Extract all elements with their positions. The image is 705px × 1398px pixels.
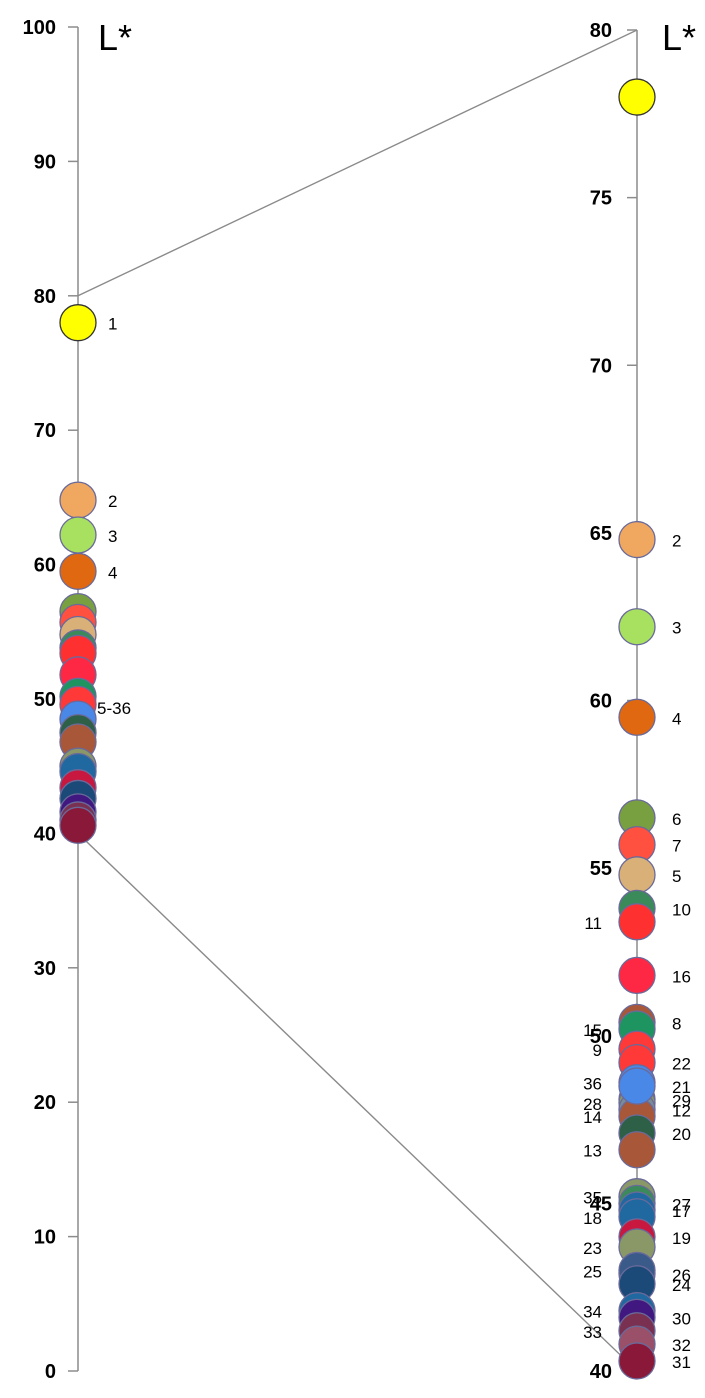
point-label: 3 [672, 619, 681, 638]
point-label: 33 [583, 1323, 602, 1342]
point-label: 2 [672, 532, 681, 551]
tick-label: 75 [590, 188, 612, 210]
tick-label: 45 [590, 1193, 612, 1215]
point-label: 20 [672, 1125, 691, 1144]
point-label: 10 [672, 900, 691, 919]
data-point [59, 304, 97, 342]
point-label: 1 [108, 315, 117, 334]
data-point [618, 903, 656, 941]
tick-label: 50 [34, 689, 56, 711]
point-label: 21 [672, 1078, 691, 1097]
point-label: 6 [672, 810, 681, 829]
tick-label: 70 [34, 420, 56, 442]
data-point [618, 1131, 656, 1169]
data-point [59, 806, 97, 844]
data-point [618, 856, 656, 894]
tick-label: 55 [590, 858, 612, 880]
left-axis-title: L* [98, 17, 132, 58]
connector-line [77, 29, 638, 297]
tick-label: 100 [23, 17, 56, 39]
data-point [618, 520, 656, 559]
tick-label: 70 [590, 355, 612, 377]
tick-label: 60 [590, 691, 612, 713]
point-label: 15 [583, 1021, 602, 1040]
point-label: 25 [583, 1262, 602, 1281]
left-axis: 0 10 20 30 40 50 60 70 80 90 100 [23, 17, 79, 1383]
tick-label: 40 [34, 823, 56, 845]
tick-label: 60 [34, 555, 56, 577]
data-point [59, 516, 97, 554]
data-point [618, 1342, 656, 1380]
point-label: 30 [672, 1309, 691, 1328]
tick-label: 80 [34, 286, 56, 308]
group-label: 5-36 [97, 699, 131, 718]
point-label: 8 [672, 1014, 681, 1033]
point-label: 14 [583, 1108, 602, 1127]
point-label: 7 [672, 837, 681, 856]
data-point [59, 481, 97, 519]
tick-label: 40 [590, 1361, 612, 1383]
tick-label: 20 [34, 1092, 56, 1114]
data-point [618, 698, 656, 736]
point-label: 23 [583, 1239, 602, 1258]
data-point [618, 1067, 656, 1105]
point-label: 36 [583, 1075, 602, 1094]
tick-label: 30 [34, 958, 56, 980]
point-label: 29 [672, 1091, 691, 1110]
point-label: 11 [584, 914, 602, 933]
point-label: 4 [672, 709, 681, 728]
point-label: 35 [583, 1189, 602, 1208]
data-point [59, 552, 97, 590]
point-label: 5 [672, 867, 681, 886]
point-label: 19 [672, 1229, 691, 1248]
point-label: 3 [108, 527, 117, 546]
point-label: 13 [583, 1142, 602, 1161]
point-label: 12 [672, 1102, 691, 1121]
connector-lines [77, 29, 638, 1372]
left-points: 1 2 3 4 [59, 304, 117, 844]
tick-label: 50 [590, 1026, 612, 1048]
point-label: 34 [583, 1303, 602, 1322]
point-label: 32 [672, 1336, 691, 1355]
point-label: 9 [593, 1041, 602, 1060]
point-label: 18 [583, 1209, 602, 1228]
data-point [618, 956, 656, 995]
point-label: 31 [672, 1353, 691, 1372]
point-label: 27 [672, 1195, 691, 1214]
data-point [618, 78, 656, 116]
connector-line [77, 832, 638, 1372]
point-label: 24 [672, 1276, 691, 1295]
data-point [618, 608, 656, 646]
point-label: 28 [583, 1095, 602, 1114]
tick-label: 0 [45, 1361, 56, 1383]
point-label: 22 [672, 1055, 691, 1074]
tick-label: 90 [34, 151, 56, 173]
tick-label: 10 [34, 1227, 56, 1249]
right-axis-title: L* [662, 17, 696, 58]
point-label: 17 [672, 1202, 691, 1221]
point-label: 16 [672, 967, 691, 986]
point-label: 2 [108, 492, 117, 511]
point-label: 4 [108, 563, 117, 582]
tick-label: 65 [590, 523, 612, 545]
point-label: 26 [672, 1266, 691, 1285]
tick-label: 80 [590, 20, 612, 42]
